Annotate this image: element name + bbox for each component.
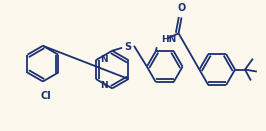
Text: HN: HN	[161, 35, 176, 44]
Text: N: N	[100, 81, 107, 90]
Text: S: S	[124, 42, 132, 52]
Text: O: O	[177, 2, 186, 13]
Text: N: N	[100, 55, 107, 64]
Text: Cl: Cl	[41, 91, 52, 101]
